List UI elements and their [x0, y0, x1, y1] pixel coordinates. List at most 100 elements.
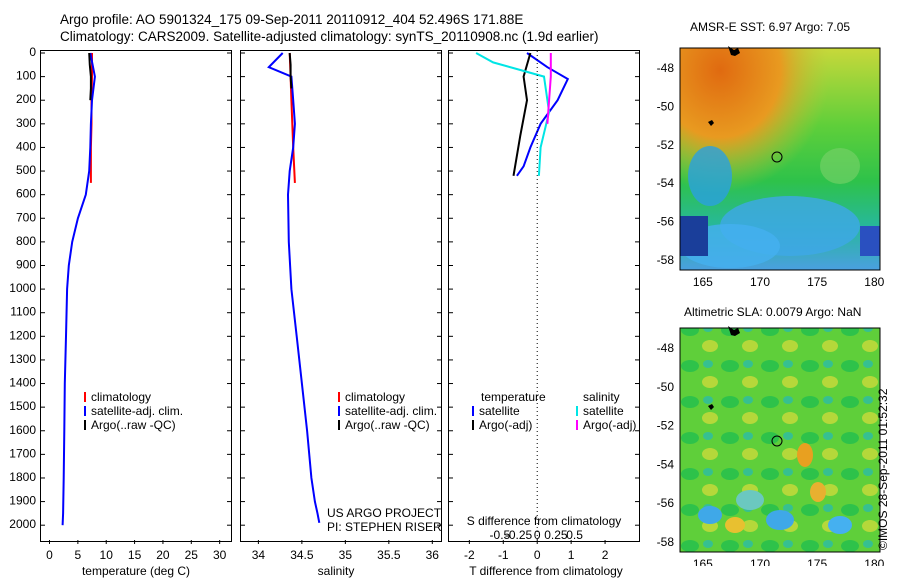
lat-tick-label: -50	[657, 99, 675, 113]
lon-tick-label: 170	[750, 557, 770, 566]
series-line-argo-raw-qc-	[288, 52, 293, 89]
legend-label: Argo(..raw -QC)	[345, 418, 430, 432]
s-tick-label: -0.25	[505, 528, 533, 541]
lon-tick-label: 165	[693, 557, 713, 566]
series-line-s-argo-adj-	[546, 53, 552, 124]
series-line-t-argo-adj-	[512, 52, 532, 176]
sla-map	[679, 326, 881, 553]
x-tick-label: 34	[252, 548, 266, 562]
depth-tick-label: 1400	[9, 376, 36, 390]
legend-label: Argo(-adj)	[479, 418, 532, 432]
title-line-2: Climatology: CARS2009. Satellite-adjuste…	[60, 29, 599, 44]
x-tick-label: 35.5	[377, 548, 401, 562]
difference-axis-title: T difference from climatology	[469, 564, 623, 578]
series-line-satellite-adj-clim-	[267, 52, 321, 523]
title-line-1: Argo profile: AO 5901324_175 09-Sep-2011…	[60, 12, 524, 27]
sla-map-title: Altimetric SLA: 0.0079 Argo: NaN	[684, 305, 862, 319]
legend-label: satellite-adj. clim.	[91, 404, 183, 418]
depth-tick-label: 1200	[9, 328, 36, 342]
legend-label: Argo(-adj)	[583, 418, 636, 432]
x-tick-label: 2	[602, 548, 609, 562]
x-tick-label: 20	[156, 548, 170, 562]
x-axes: 0 5 10 15 20 25 30 34 34.5 35 35.5 36 -2 -1 0 1 2 tempera…	[46, 540, 623, 578]
map-axes: -48 -50 -52 -54 -56 -58 165 170 175 180 -48 -50 -52 -…	[657, 61, 885, 566]
depth-tick-label: 400	[16, 139, 36, 153]
depth-tick-label: 600	[16, 187, 36, 201]
x-tick-label: 30	[213, 548, 227, 562]
x-tick-label: 0	[534, 548, 541, 562]
legend-label: climatology	[345, 390, 405, 404]
x-tick-label: 35	[339, 548, 353, 562]
lon-tick-label: 175	[807, 557, 827, 566]
series-line-argo-raw-qc-	[88, 52, 92, 101]
depth-tick-label: 300	[16, 116, 36, 130]
x-tick-label: 10	[100, 548, 114, 562]
depth-tick-label: 1500	[9, 399, 36, 413]
depth-tick-label: 500	[16, 163, 36, 177]
temperature-panel: climatology satellite-adj. clim. Argo(..ra…	[40, 50, 232, 542]
lat-tick-label: -52	[657, 138, 675, 152]
legend-label: Argo(..raw -QC)	[91, 418, 176, 432]
legend-label: satellite	[583, 404, 624, 418]
s-axis-title: S difference from climatology	[467, 514, 622, 528]
difference-panel: temperature salinity satellite Argo(-adj) sa…	[448, 50, 640, 542]
lat-tick-label: -54	[657, 176, 675, 190]
x-tick-label: 5	[75, 548, 82, 562]
lat-tick-label: -58	[657, 535, 675, 549]
lat-tick-label: -56	[657, 215, 675, 229]
depth-tick-label: 2000	[9, 517, 36, 531]
depth-tick-label: 200	[16, 92, 36, 106]
lat-tick-label: -50	[657, 380, 675, 394]
lon-tick-label: 175	[807, 275, 827, 289]
depth-tick-label: 1600	[9, 423, 36, 437]
x-tick-label: 34.5	[290, 548, 314, 562]
s-tick-label: -0.5	[490, 528, 511, 541]
sst-map-image	[680, 46, 880, 270]
s-tick-label: 0	[534, 528, 541, 541]
sst-map	[679, 46, 881, 271]
s-tick-label: 0.25	[544, 528, 568, 541]
salinity-panel: climatology satellite-adj. clim. Argo(..ra…	[240, 50, 442, 542]
legend-label: satellite	[479, 404, 520, 418]
sst-map-title: AMSR-E SST: 6.97 Argo: 7.05	[690, 20, 851, 34]
lat-tick-label: -58	[657, 253, 675, 267]
depth-tick-label: 1100	[10, 305, 36, 319]
depth-tick-label: 1000	[9, 281, 36, 295]
s-tick-label: 0.5	[566, 528, 583, 541]
lat-tick-label: -54	[657, 457, 675, 471]
depth-tick-label: 100	[16, 69, 36, 83]
lat-tick-label: -56	[657, 496, 675, 510]
depth-tick-label: 0	[29, 45, 36, 59]
depth-tick-label: 800	[16, 234, 36, 248]
sla-argo-position-marker	[771, 435, 783, 447]
legend-label: climatology	[91, 390, 151, 404]
lon-tick-label: 165	[693, 275, 713, 289]
legend-label: satellite-adj. clim.	[345, 404, 437, 418]
lat-tick-label: -52	[657, 419, 675, 433]
series-line-satellite-adj-clim-	[61, 52, 96, 526]
lat-tick-label: -48	[657, 61, 675, 75]
depth-tick-label: 1700	[9, 446, 36, 460]
x-tick-label: -1	[498, 548, 509, 562]
legend-header-salinity: salinity	[583, 390, 620, 404]
depth-axis: 0 100 200 300 400 500 600 700 800 900 1000 1100 1200…	[9, 45, 36, 531]
lon-tick-label: 170	[750, 275, 770, 289]
lat-tick-label: -48	[657, 341, 675, 355]
lon-tick-label: 180	[864, 557, 884, 566]
x-tick-label: 0	[46, 548, 53, 562]
salinity-axis-title: salinity	[318, 564, 355, 578]
x-tick-label: 1	[568, 548, 575, 562]
x-tick-label: 36	[426, 548, 440, 562]
imos-timestamp: ©IMOS 28-Sep-2011 01:52:32	[876, 388, 890, 550]
depth-tick-label: 900	[16, 257, 36, 271]
depth-tick-label: 700	[16, 210, 36, 224]
project-annotation: US ARGO PROJECT	[327, 506, 441, 520]
sst-argo-position-marker	[771, 151, 783, 163]
depth-tick-label: 1800	[9, 470, 36, 484]
project-annotation: PI: STEPHEN RISER	[327, 520, 441, 534]
lon-tick-label: 180	[864, 275, 884, 289]
temperature-axis-title: temperature (deg C)	[82, 564, 190, 578]
x-tick-label: 15	[128, 548, 142, 562]
